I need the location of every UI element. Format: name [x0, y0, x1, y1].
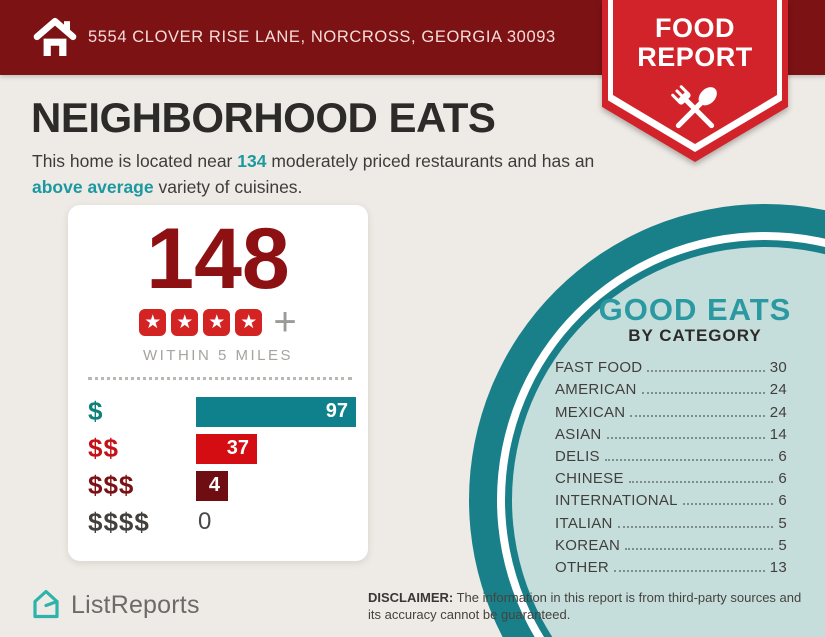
- category-count: 24: [769, 381, 787, 399]
- category-name: FAST FOOD: [555, 359, 643, 377]
- bar-area: 0: [196, 508, 356, 538]
- subtitle-post: variety of cuisines.: [153, 177, 303, 197]
- category-row: DELIS 6: [555, 445, 787, 467]
- disclaimer: DISCLAIMER: The information in this repo…: [368, 589, 808, 623]
- price-tier-row: $$$$ 0: [88, 504, 356, 541]
- category-row: KOREAN 5: [555, 534, 787, 556]
- dotted-leader: [625, 547, 774, 550]
- category-count: 6: [778, 447, 787, 465]
- dotted-leader: [606, 436, 765, 439]
- dotted-divider: [88, 377, 352, 380]
- star-icon: ★: [203, 309, 231, 336]
- category-count: 5: [778, 514, 787, 532]
- price-tier-bar-chart: $97 $$ 37 $$$ 4 $$$$ 0: [88, 393, 356, 541]
- star-icon: ★: [235, 309, 263, 336]
- category-name: ASIAN: [555, 425, 602, 443]
- category-row: MEXICAN 24: [555, 400, 787, 422]
- restaurant-count: 134: [237, 151, 267, 171]
- category-list: FAST FOOD 30 AMERICAN 24 MEXICAN 24 ASIAN 14 DEL…: [555, 356, 787, 578]
- dotted-leader: [628, 481, 774, 484]
- badge-title: FOOD REPORT: [602, 14, 788, 72]
- category-row: FAST FOOD 30: [555, 356, 787, 378]
- category-name: OTHER: [555, 558, 609, 576]
- subtitle-highlight: above average: [32, 177, 154, 197]
- page-subtitle: This home is located near 134 moderately…: [32, 148, 602, 200]
- page-title: NEIGHBORHOOD EATS: [31, 94, 496, 141]
- category-count: 14: [769, 425, 787, 443]
- utensils-icon: [671, 85, 717, 129]
- price-tier-row: $$ 37: [88, 430, 356, 467]
- dotted-leader: [630, 414, 765, 417]
- bar: 4: [196, 470, 228, 501]
- category-row: ITALIAN 5: [555, 511, 787, 533]
- dotted-leader: [641, 392, 765, 395]
- category-row: CHINESE 6: [555, 467, 787, 489]
- bar-area: 97: [196, 396, 356, 427]
- dotted-leader: [682, 503, 774, 506]
- food-report-badge: FOOD REPORT: [602, 0, 788, 162]
- price-tier-row: $97: [88, 393, 356, 430]
- summary-card: 148 ★ ★ ★ ★ + WITHIN 5 MILES $97 $$ 37 $$$ 4 $$$$…: [68, 205, 368, 561]
- brand-name: ListReports: [71, 590, 200, 619]
- dotted-leader: [647, 370, 765, 373]
- bar-value-zero: 0: [198, 507, 212, 535]
- subtitle-pre: This home is located near: [32, 151, 238, 171]
- category-name: AMERICAN: [555, 381, 637, 399]
- category-row: ASIAN 14: [555, 423, 787, 445]
- disclaimer-label: DISCLAIMER:: [368, 590, 454, 605]
- dotted-leader: [604, 458, 774, 461]
- bar: 97: [196, 396, 356, 427]
- price-tier-row: $$$ 4: [88, 467, 356, 504]
- bar: 37: [196, 433, 258, 464]
- category-name: KOREAN: [555, 536, 621, 554]
- bar-area: 4: [196, 470, 356, 501]
- category-count: 24: [769, 403, 787, 421]
- bar-value: 4: [208, 474, 220, 496]
- radius-label: WITHIN 5 MILES: [142, 347, 293, 364]
- category-row: INTERNATIONAL 6: [555, 489, 787, 511]
- star-icon: ★: [139, 309, 167, 336]
- dotted-leader: [614, 569, 765, 572]
- price-tier-label: $$: [88, 433, 119, 463]
- listreports-logo-icon: [33, 589, 59, 619]
- category-count: 6: [778, 492, 787, 510]
- good-eats-title: GOOD EATS: [598, 292, 792, 327]
- good-eats-subtitle: BY CATEGORY: [628, 326, 762, 345]
- total-restaurant-count: 148: [146, 211, 290, 307]
- price-tier-label: $$$$: [88, 507, 150, 537]
- property-address: 5554 CLOVER RISE LANE, NORCROSS, GEORGIA…: [88, 28, 556, 46]
- badge-title-line1: FOOD: [655, 13, 735, 43]
- category-count: 5: [778, 536, 787, 554]
- rating-stars: ★ ★ ★ ★ +: [68, 300, 368, 344]
- bar-value: 97: [325, 400, 348, 422]
- category-row: OTHER 13: [555, 556, 787, 578]
- price-tier-label: $$$: [88, 470, 135, 500]
- badge-title-line2: REPORT: [637, 42, 753, 72]
- category-name: DELIS: [555, 447, 600, 465]
- house-icon: [33, 17, 77, 56]
- category-name: MEXICAN: [555, 403, 626, 421]
- price-tier-label: $: [88, 396, 104, 426]
- star-icon: ★: [171, 309, 199, 336]
- dotted-leader: [617, 525, 774, 528]
- category-name: ITALIAN: [555, 514, 613, 532]
- subtitle-mid: moderately priced restaurants and has an: [266, 151, 595, 171]
- category-name: CHINESE: [555, 470, 624, 488]
- disclaimer-text: The information in this report is from t…: [368, 590, 802, 622]
- category-name: INTERNATIONAL: [555, 492, 678, 510]
- category-row: AMERICAN 24: [555, 378, 787, 400]
- good-eats-header: GOOD EATS BY CATEGORY: [545, 294, 825, 346]
- category-count: 6: [778, 470, 787, 488]
- category-count: 30: [769, 359, 787, 377]
- bar-area: 37: [196, 433, 356, 464]
- bar-value: 37: [226, 437, 250, 459]
- category-count: 13: [769, 558, 787, 576]
- plus-icon: +: [273, 300, 297, 344]
- listreports-brand: ListReports: [28, 586, 200, 624]
